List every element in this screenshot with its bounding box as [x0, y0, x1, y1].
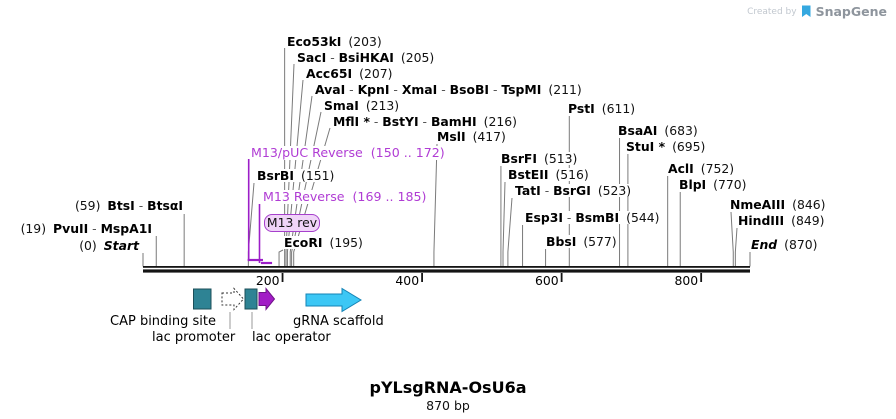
- site-label-bsaai: BsaAI (683): [617, 123, 699, 138]
- site-leader-ecori: [278, 249, 284, 267]
- sequence-line-bottom: [143, 269, 750, 273]
- site-leader-tati-bsrgi: [507, 197, 513, 267]
- site-label-bbsi: BbsI (577): [545, 234, 618, 249]
- site-leader-hindiii: [734, 227, 738, 267]
- site-leader-msli: [433, 143, 438, 267]
- feature-label-lac-operator: lac operator: [252, 330, 331, 345]
- site-label-start: (0) Start: [78, 238, 140, 253]
- feature-shape-cap-binding-site: [193, 288, 212, 310]
- feature-label-grna-scaffold: gRNA scaffold: [293, 314, 384, 329]
- site-label-tati-bsrgi: TatI - BsrGI (523): [514, 183, 633, 198]
- site-label-blpi: BlpI (770): [678, 177, 748, 192]
- site-leader-bsteii: [502, 181, 506, 267]
- plasmid-length: 870 bp: [426, 398, 470, 413]
- site-label-esp3i-bsmbi: Esp3I - BsmBI (544): [524, 210, 661, 225]
- primer-label-m13-rev: M13 rev: [264, 214, 320, 232]
- ruler-tick-label-200: 200: [255, 273, 280, 288]
- site-label-end: End (870): [750, 237, 819, 252]
- sequence-line-top: [143, 266, 750, 268]
- ruler-tick-label-800: 800: [674, 273, 699, 288]
- site-label-hindiii: HindIII (849): [737, 213, 826, 228]
- site-label-btsi-btsai: (59) BtsI - BtsαI: [73, 198, 184, 213]
- ruler-tick-label-400: 400: [395, 273, 420, 288]
- site-label-acli: AclI (752): [667, 161, 736, 176]
- site-label-eco53ki: Eco53kI (203): [286, 34, 383, 49]
- site-label-msli: MslI (417): [436, 129, 507, 144]
- snapgene-logo-icon: [801, 5, 811, 17]
- feature-shape-lac-promoter: [221, 287, 245, 311]
- site-label-acc65i: Acc65I (207): [305, 66, 394, 81]
- feature-shape-grna-scaffold: [305, 287, 362, 313]
- site-leader-saci-bsihkai: [285, 63, 295, 267]
- site-label-smai: SmaI (213): [323, 98, 401, 113]
- site-label-bsrbi: BsrBI (151): [256, 168, 336, 183]
- watermark: Created by SnapGene: [747, 4, 887, 19]
- site-label-mfli-bstyi-bamhi: MflI * - BstYI - BamHI (216): [332, 114, 518, 129]
- feature-shape-lac-operator: [244, 288, 258, 310]
- watermark-brand: SnapGene: [815, 4, 887, 19]
- site-label-nmeaiii: NmeAIII (846): [729, 197, 827, 212]
- site-label-saci-bsihkai: SacI - BsiHKAI (205): [296, 50, 436, 65]
- primer-label-m13-puc-reverse: M13/pUC Reverse (150 .. 172): [250, 145, 446, 160]
- site-label-ecori: EcoRI (195): [283, 235, 364, 250]
- plasmid-name: pYLsgRNA-OsU6a: [369, 378, 527, 397]
- ruler-tick-label-600: 600: [534, 273, 559, 288]
- site-label-bsteii: BstEII (516): [507, 167, 590, 182]
- site-label-avai-kpni-xmai-bsobi-tspmi: AvaI - KpnI - XmaI - BsoBI - TspMI (211): [314, 82, 583, 97]
- watermark-created-by: Created by: [747, 6, 797, 17]
- site-label-pvuii-mspa1i: (19) PvuII - MspA1I: [19, 221, 153, 236]
- feature-label-cap-binding-site: CAP binding site: [110, 314, 217, 329]
- feature-label-lac-promoter: lac promoter: [152, 330, 236, 345]
- site-label-bsrfi: BsrFI (513): [500, 151, 579, 166]
- feature-shape-m13-rev-primer-arrow: [258, 287, 276, 311]
- site-leader-acc65i: [286, 79, 304, 267]
- site-label-stui: StuI * (695): [625, 139, 707, 154]
- site-label-psti: PstI (611): [567, 101, 637, 116]
- site-leader-nmeaiii: [730, 211, 734, 267]
- primer-label-m13-reverse: M13 Reverse (169 .. 185): [262, 189, 428, 204]
